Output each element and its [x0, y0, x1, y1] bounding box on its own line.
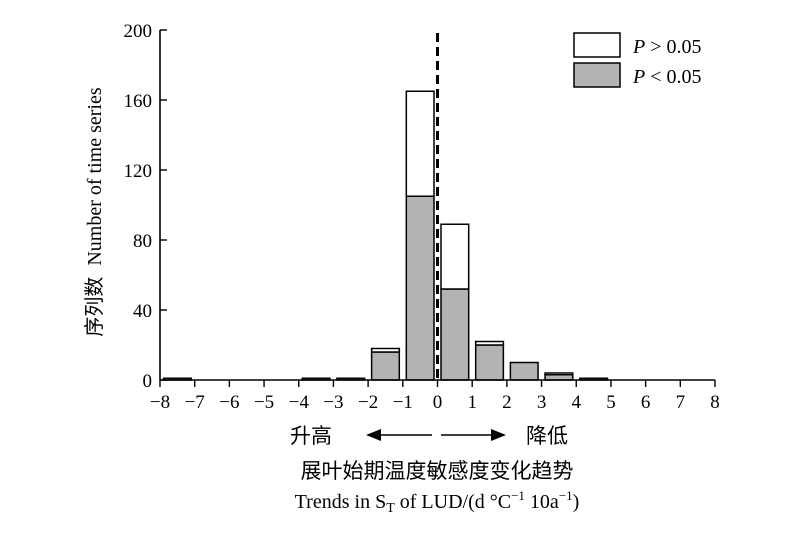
- x-tick-label-3: −5: [254, 392, 274, 413]
- x-tick-label-14: 6: [641, 392, 651, 413]
- x-tick-label-2: −6: [219, 392, 239, 413]
- x-tick-label-5: −3: [323, 392, 343, 413]
- bar-p-lt-bin-8: [440, 288, 470, 381]
- x-tick-label-15: 7: [676, 392, 686, 413]
- x-tick-label-1: −7: [185, 392, 205, 413]
- bar-p-gt-bin-6: [370, 347, 401, 353]
- bar-p-lt-bin-7: [405, 195, 435, 381]
- x-tick-label-4: −4: [289, 392, 310, 413]
- x-tick-label-0: −8: [150, 392, 170, 413]
- x-tick-label-9: 1: [467, 392, 477, 413]
- x-tick-label-6: −2: [358, 392, 378, 413]
- y-tick-label-3: 120: [124, 161, 153, 182]
- direction-annotation: 升高 降低: [290, 424, 568, 448]
- arrow-left-head: [366, 429, 381, 441]
- x-tick-label-16: 8: [710, 392, 720, 413]
- y-axis-label-en: Number of time series: [84, 87, 106, 265]
- legend: P > 0.05 P < 0.05: [573, 32, 702, 88]
- bars-group: [162, 90, 609, 381]
- x-axis-label-en: Trends in ST of LUD/(d °C−1 10a−1): [295, 488, 580, 516]
- x-tick-label-10: 2: [502, 392, 512, 413]
- bar-p-lt-bin-9: [474, 344, 505, 381]
- y-axis-label: 序列数 Number of time series: [82, 87, 106, 336]
- bar-p-gt-bin-11: [544, 372, 574, 376]
- x-tick-label-12: 4: [572, 392, 582, 413]
- y-tick-label-5: 200: [124, 21, 153, 42]
- y-tick-label-1: 40: [133, 301, 152, 322]
- y-tick-label-0: 0: [143, 371, 153, 392]
- arrow-right-head: [491, 429, 506, 441]
- legend-label-p-lt: P < 0.05: [632, 66, 702, 88]
- bar-p-lt-bin-6: [370, 351, 401, 381]
- legend-swatch-p-lt: [573, 62, 621, 88]
- x-tick-label-8: 0: [433, 392, 443, 413]
- y-axis-label-cn: 序列数: [82, 277, 106, 337]
- bar-p-lt-bin-10: [509, 361, 539, 381]
- bar-p-gt-bin-8: [440, 223, 470, 290]
- legend-swatch-p-gt: [573, 32, 621, 58]
- bar-p-gt-bin-9: [474, 340, 505, 346]
- x-tick-label-11: 3: [537, 392, 547, 413]
- y-tick-label-2: 80: [133, 231, 152, 252]
- annotation-decrease: 降低: [526, 424, 568, 448]
- x-axis-label-cn: 展叶始期温度敏感度变化趋势: [301, 459, 574, 483]
- x-tick-label-13: 5: [606, 392, 616, 413]
- annotation-increase: 升高: [290, 424, 332, 448]
- bar-p-gt-bin-7: [405, 90, 435, 197]
- x-tick-label-7: −1: [393, 392, 413, 413]
- legend-label-p-gt: P > 0.05: [632, 36, 702, 58]
- y-tick-label-4: 160: [124, 91, 153, 112]
